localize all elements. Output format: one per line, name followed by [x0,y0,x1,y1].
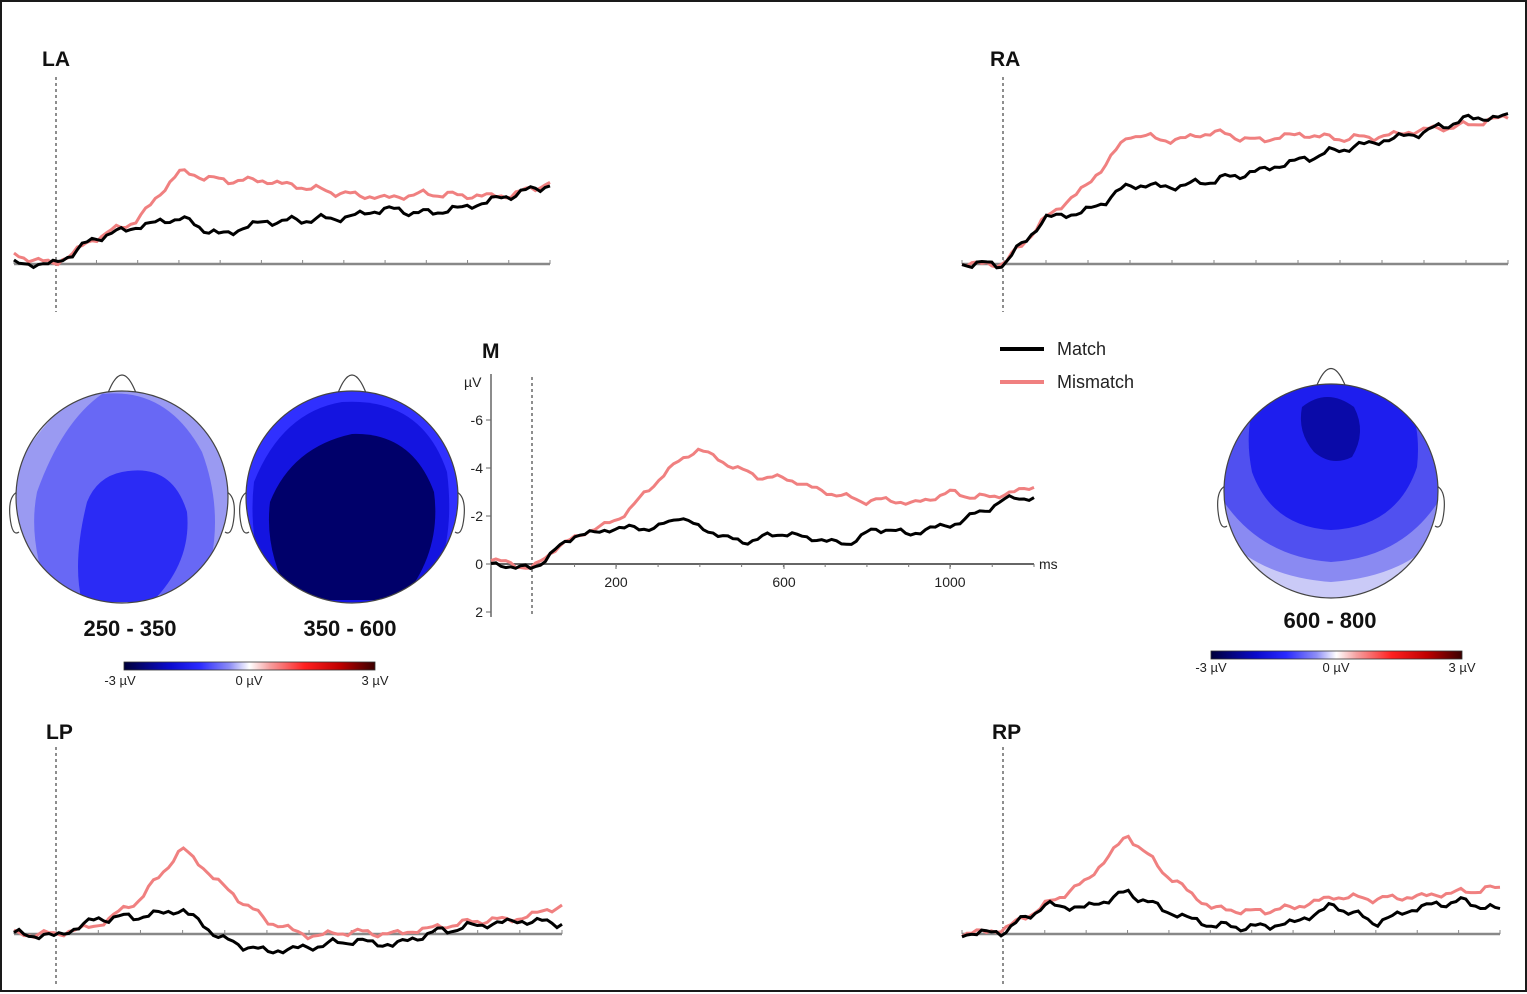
colorbar-min-label: -3 µV [104,673,136,688]
panel-m: M µV ms -6 -4 -2 0 2 200 600 1000 [464,340,1058,620]
y-tick-label: -6 [471,412,484,428]
panel-rp-label: RP [992,721,1021,744]
colorbar-zero-label: 0 µV [1322,660,1349,675]
panel-ra: RA [961,48,1509,312]
colorbar-min-label: -3 µV [1195,660,1227,675]
panel-lp: LP [13,721,563,985]
legend-match-label: Match [1057,339,1106,359]
panel-ra-match-line [961,112,1509,270]
x-tick-label: 200 [604,574,628,590]
topomap-600-800: 600 - 800 [1217,367,1445,633]
y-tick-label: 2 [475,604,483,620]
topomap-600-800-contours [1224,384,1438,598]
x-tick-label: 600 [772,574,796,590]
y-tick-label: -4 [471,460,484,476]
colorbar-gradient [1210,650,1463,660]
panel-lp-match-line [13,907,563,955]
head-outline [15,390,229,604]
topomap-label: 250 - 350 [84,616,177,641]
y-tick-label: -2 [471,508,484,524]
panel-m-mismatch-line [490,447,1035,570]
panel-lp-label: LP [46,721,73,744]
panel-m-xticks: 200 600 1000 [604,564,966,590]
panel-rp-mismatch-line [961,834,1501,938]
panel-m-match-line [490,493,1035,571]
topomap-250-350: 250 - 350 [9,374,235,641]
colorbar-zero-label: 0 µV [235,673,262,688]
nose-icon [1316,367,1346,386]
panel-m-xlabel: ms [1039,556,1058,572]
x-tick-label: 1000 [934,574,965,590]
colorbar-max-label: 3 µV [361,673,388,688]
panel-la-ticks [13,260,551,264]
panel-ra-mismatch-line [961,114,1509,269]
legend-mismatch-label: Mismatch [1057,372,1134,392]
panel-rp: RP [961,721,1501,985]
panel-rp-match-line [961,888,1501,939]
topomap-350-600-contours [246,391,458,603]
panel-la-label: LA [42,48,70,71]
colorbar-right: -3 µV 0 µV 3 µV [1195,650,1476,675]
panel-m-label: M [482,340,500,363]
colorbar-left: -3 µV 0 µV 3 µV [104,661,389,688]
topomap-350-600: 350 - 600 [239,374,465,641]
colorbar-gradient [123,661,376,671]
y-tick-label: 0 [475,556,483,572]
panel-m-yticks: -6 -4 -2 0 2 [471,412,491,620]
panel-ra-label: RA [990,48,1020,71]
panel-la: LA [13,48,551,312]
topomap-label: 350 - 600 [304,616,397,641]
panel-la-match-line [13,184,551,270]
colorbar-max-label: 3 µV [1448,660,1475,675]
head-outline [245,390,459,604]
topomap-250-350-contours [16,391,228,603]
nose-icon [337,374,367,394]
topomap-label: 600 - 800 [1284,608,1377,633]
panel-m-ylabel: µV [464,374,482,390]
head-outline [1223,383,1439,599]
panel-la-mismatch-line [13,168,551,267]
nose-icon [107,374,137,394]
legend: Match Mismatch [1000,339,1134,392]
